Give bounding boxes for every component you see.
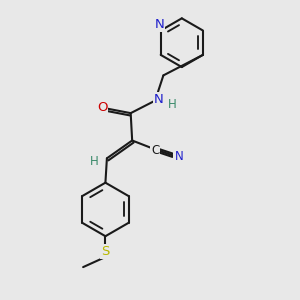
Text: N: N: [154, 93, 164, 106]
Text: N: N: [175, 150, 183, 163]
Text: H: H: [90, 155, 99, 168]
Text: S: S: [101, 245, 110, 258]
Text: C: C: [151, 144, 159, 157]
Text: O: O: [97, 101, 107, 114]
Text: N: N: [154, 18, 164, 31]
Text: H: H: [168, 98, 177, 111]
